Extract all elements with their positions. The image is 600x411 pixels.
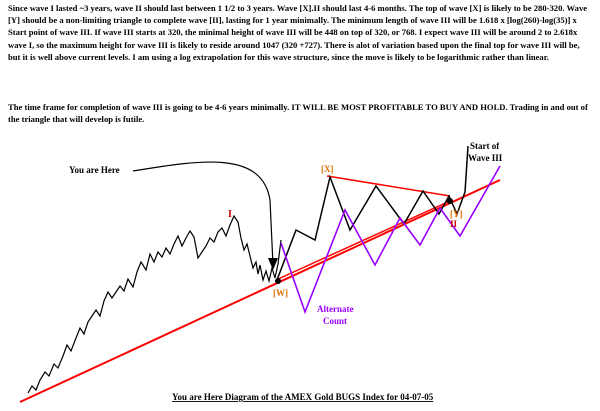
alternate-count-path [280, 165, 501, 315]
analysis-paragraph-2: The time frame for completion of wave II… [8, 102, 588, 125]
diagram-caption: You are Here Diagram of the AMEX Gold BU… [172, 392, 434, 402]
support-trend-line [19, 179, 501, 403]
wave-x-label: [X] [321, 164, 334, 174]
you-are-here-arrowhead [268, 258, 278, 270]
wave-i-label: I [228, 209, 232, 220]
analysis-paragraph-1: Since wave I lasted ~3 years, wave II sh… [8, 3, 588, 62]
wave-ii-label: II [450, 219, 458, 229]
start-of-label: Start of [470, 141, 500, 151]
wave-y-label: [Y] [450, 209, 463, 219]
wave-iii-label: Wave III [468, 153, 503, 163]
alternate-label: Alternate [317, 304, 353, 314]
price-path [27, 214, 282, 394]
triangle-upper-trend-line [326, 175, 451, 197]
current-point-marker [275, 278, 281, 284]
count-label: Count [323, 316, 347, 326]
triangle-lower-trend-line [275, 199, 453, 281]
you-are-here-arrow [132, 161, 274, 266]
wave-w-label: [W] [273, 288, 288, 298]
you-are-here-label: You are Here [69, 165, 120, 175]
triangle-end-marker [447, 198, 453, 204]
